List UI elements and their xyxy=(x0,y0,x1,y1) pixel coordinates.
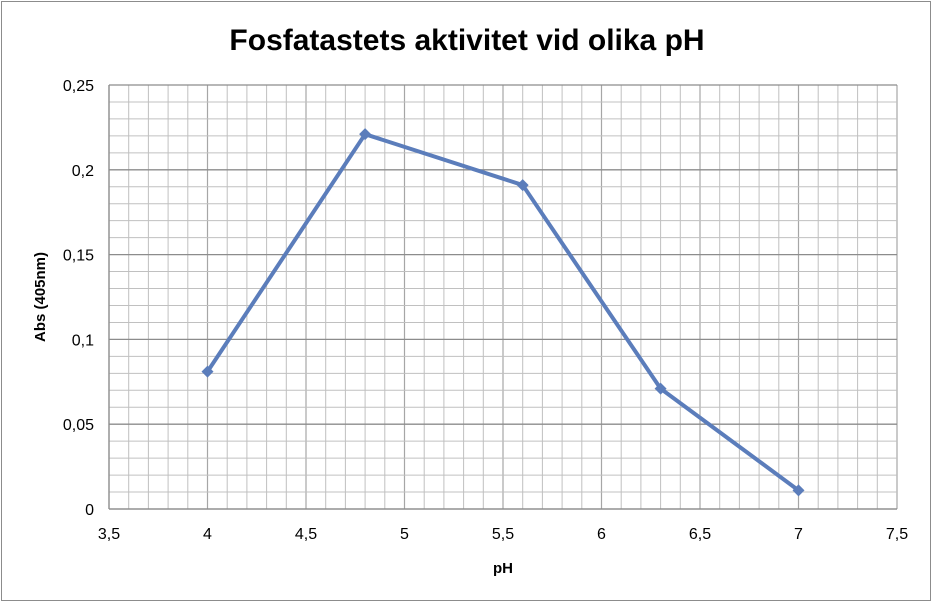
x-axis-label: pH xyxy=(493,560,513,577)
data-point xyxy=(201,365,214,378)
chart-title: Fosfatastets aktivitet vid olika pH xyxy=(229,24,704,57)
x-tick-label: 4 xyxy=(203,526,212,543)
x-tick-label: 7 xyxy=(794,526,803,543)
data-point xyxy=(792,484,805,497)
grid xyxy=(108,84,898,510)
y-tick-label: 0,2 xyxy=(72,163,94,180)
x-tick-label: 6,5 xyxy=(689,526,711,543)
x-tick-label: 6 xyxy=(597,526,606,543)
data-point xyxy=(654,382,667,395)
x-tick-label: 7,5 xyxy=(886,526,908,543)
y-tick-label: 0,15 xyxy=(63,248,94,265)
tick-labels: 3,5 4 4,5 5 5,5 6 6,5 7 7,5 0 0,05 0,1 0,15 0,2 0,25 xyxy=(63,78,908,543)
x-tick-label: 5,5 xyxy=(492,526,514,543)
y-tick-label: 0,05 xyxy=(63,417,94,434)
y-tick-label: 0 xyxy=(85,502,94,519)
y-tick-label: 0,1 xyxy=(72,332,94,349)
y-axis-label: Abs (405nm) xyxy=(32,252,49,342)
y-tick-label: 0,25 xyxy=(63,78,94,95)
x-tick-label: 5 xyxy=(400,526,409,543)
x-tick-label: 4,5 xyxy=(295,526,317,543)
data-point xyxy=(516,179,529,192)
data-point xyxy=(359,128,372,141)
x-tick-label: 3,5 xyxy=(98,526,120,543)
series xyxy=(201,128,805,497)
